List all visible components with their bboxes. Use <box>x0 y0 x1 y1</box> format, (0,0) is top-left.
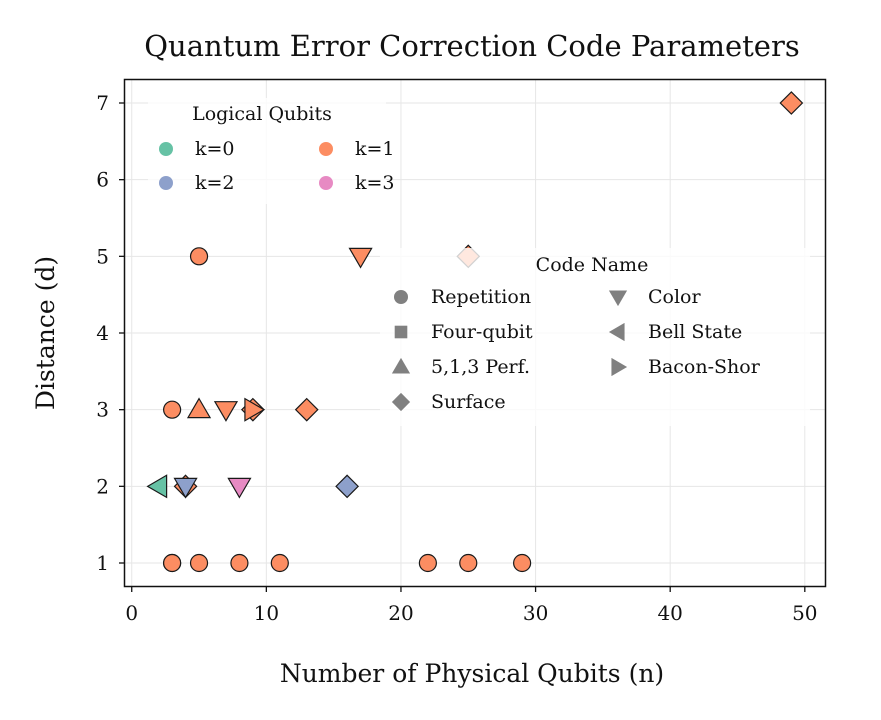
data-point <box>173 477 198 499</box>
data-point <box>146 474 168 499</box>
y-axis-ticks: 1 2 3 4 5 6 7 <box>96 91 125 575</box>
marker-legend-label: Surface <box>431 391 506 413</box>
x-tick-label: 10 <box>254 601 279 625</box>
marker-legend-symbol <box>391 357 411 374</box>
data-point <box>418 553 437 573</box>
marker-legend-label: Color <box>648 286 701 308</box>
data-point <box>230 553 249 573</box>
marker-legend-label: Four-qubit <box>431 321 533 343</box>
y-tick-label: 4 <box>96 321 109 345</box>
y-tick-label: 7 <box>96 91 109 115</box>
color-legend-label: k=1 <box>355 138 395 160</box>
y-tick-label: 3 <box>96 398 109 422</box>
marker-legend-symbol <box>391 392 411 412</box>
data-point <box>186 397 212 419</box>
color-legend: Logical Qubits k=0 k=1 k=2 k=3 <box>148 98 395 204</box>
chart-title: Quantum Error Correction Code Parameters <box>144 29 799 63</box>
x-tick-label: 20 <box>388 601 413 625</box>
marker-legend-label: Repetition <box>431 286 531 308</box>
data-markers <box>146 91 804 573</box>
color-legend-title: Logical Qubits <box>192 103 332 125</box>
data-point <box>270 553 289 573</box>
data-point <box>348 247 373 269</box>
marker-legend-symbol <box>608 290 628 307</box>
data-point <box>189 553 209 573</box>
x-tick-label: 50 <box>792 601 817 625</box>
data-point <box>244 397 266 422</box>
color-legend-swatch <box>159 142 173 156</box>
marker-legend: Code Name Repetition Four-qubit 5,1,3 Perf… <box>380 248 810 426</box>
x-tick-label: 0 <box>125 601 138 625</box>
data-point <box>163 400 182 419</box>
color-legend-label: k=0 <box>195 138 235 160</box>
marker-legend-label: Bell State <box>648 321 742 343</box>
color-legend-swatch <box>319 176 333 190</box>
marker-legend-symbol <box>394 290 408 304</box>
data-point <box>335 474 360 499</box>
data-point <box>294 397 319 422</box>
data-point <box>189 247 209 266</box>
x-axis-label: Number of Physical Qubits (n) <box>280 659 664 688</box>
color-legend-swatch <box>319 142 333 156</box>
x-tick-label: 30 <box>523 601 548 625</box>
data-point <box>163 553 182 573</box>
marker-legend-symbol <box>611 357 628 377</box>
marker-legend-label: 5,1,3 Perf. <box>431 356 530 378</box>
marker-legend-symbol <box>394 325 408 339</box>
y-tick-label: 6 <box>96 168 109 192</box>
data-point <box>513 553 532 573</box>
y-tick-label: 1 <box>96 551 109 575</box>
color-legend-label: k=3 <box>355 172 395 194</box>
data-point <box>779 91 804 115</box>
marker-legend-label: Bacon-Shor <box>648 356 761 378</box>
marker-legend-background <box>380 248 810 426</box>
marker-legend-title: Code Name <box>536 254 649 276</box>
color-legend-swatch <box>159 176 173 190</box>
marker-legend-symbol <box>608 322 625 342</box>
y-tick-label: 5 <box>96 244 109 268</box>
y-tick-label: 2 <box>96 474 109 498</box>
x-tick-label: 40 <box>657 601 682 625</box>
data-point <box>213 401 239 422</box>
x-axis-ticks: 0 10 20 30 40 50 <box>125 586 818 625</box>
y-axis-label: Distance (d) <box>31 256 60 410</box>
data-point <box>227 477 252 499</box>
color-legend-background <box>148 98 386 204</box>
data-point <box>459 553 478 573</box>
color-legend-label: k=2 <box>195 172 235 194</box>
